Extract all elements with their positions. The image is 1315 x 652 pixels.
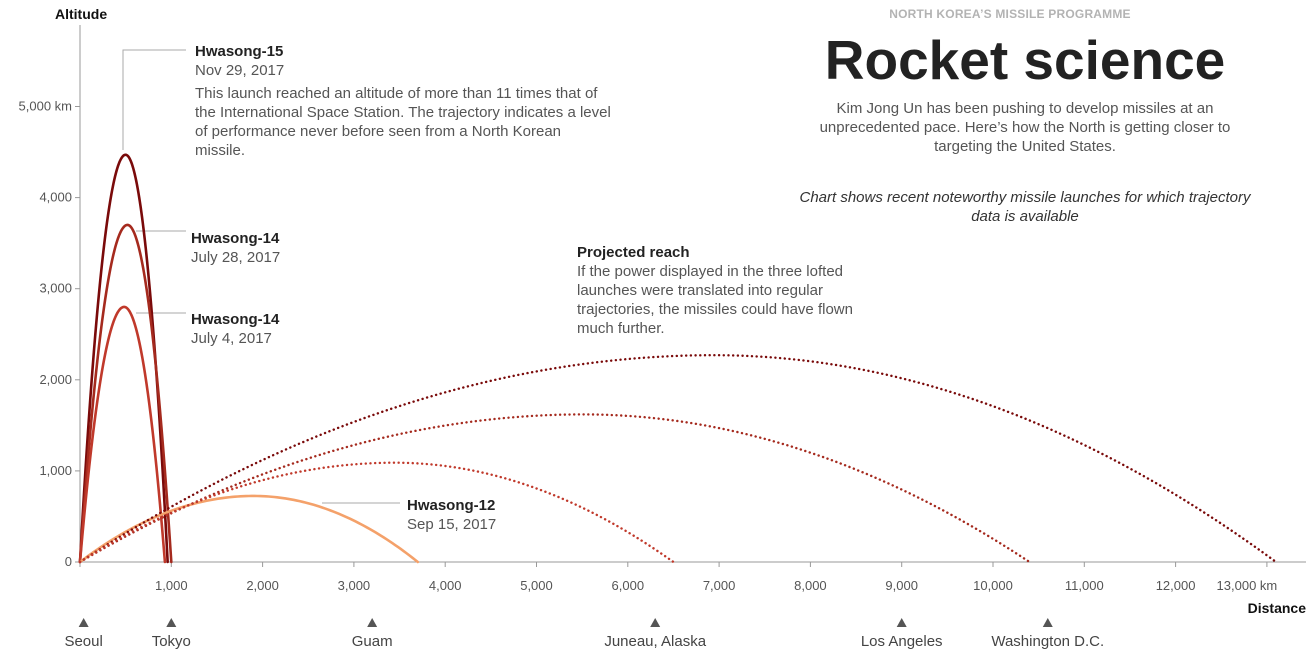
place-marker-icon	[650, 618, 661, 627]
annotation-date: July 4, 2017	[191, 330, 272, 347]
x-tick-label: 6,000	[612, 578, 645, 593]
trajectory-hwasong-14-1	[78, 223, 173, 564]
annotation-date: Nov 29, 2017	[195, 62, 285, 79]
annotation-hwasong-15: Hwasong-15 Nov 29, 2017 This launch reac…	[195, 42, 615, 160]
annotation-hwasong-14-july28: Hwasong-14 July 28, 2017	[191, 229, 280, 267]
annotation-date: July 28, 2017	[191, 249, 281, 266]
y-tick-label: 3,000	[39, 281, 72, 296]
x-tick-label: 4,000	[429, 578, 462, 593]
annotation-title: Hwasong-14	[191, 311, 280, 328]
series-group	[78, 153, 1278, 564]
place-marker-icon	[78, 618, 89, 627]
x-tick-label: 1,000	[155, 578, 188, 593]
y-tick-label: 1,000	[39, 463, 72, 478]
y-axis-title: Altitude	[55, 6, 108, 22]
place-label: Los Angeles	[861, 633, 943, 650]
x-tick-label: 2,000	[246, 578, 279, 593]
leader-hwasong-15	[122, 49, 186, 150]
axis-group: 0 1,000 2,000 3,000 4,000 5,000 km 1,000 2,000 3…	[19, 25, 1306, 593]
annotation-hwasong-12: Hwasong-12 Sep 15, 2017	[407, 496, 496, 534]
annotation-title: Hwasong-14	[191, 230, 280, 247]
annotation-title: Projected reach	[577, 244, 690, 261]
place-label: Juneau, Alaska	[604, 633, 706, 650]
x-axis-title: Distance	[1247, 600, 1306, 616]
place-label: Guam	[352, 633, 393, 650]
kicker: NORTH KOREA’S MISSILE PROGRAMME	[889, 7, 1131, 21]
y-tick-label: 0	[65, 554, 72, 569]
annotation-hwasong-14-july4: Hwasong-14 July 4, 2017	[191, 310, 279, 348]
place-label: Tokyo	[152, 633, 191, 650]
x-tick-label: 10,000	[973, 578, 1013, 593]
place-marker-icon	[1042, 618, 1053, 627]
annotation-date: Sep 15, 2017	[407, 516, 497, 533]
trajectory-hwasong-12-3	[78, 494, 420, 564]
annotation-title: Hwasong-12	[407, 497, 496, 514]
x-tick-label: 5,000	[520, 578, 553, 593]
projected-trajectory-hwasong-15-4	[78, 354, 1278, 564]
page-title: Rocket science	[824, 29, 1226, 91]
annotation-projected-reach: Projected reach If the power displayed i…	[577, 243, 867, 338]
place-marker-icon	[367, 618, 378, 627]
projected-trajectory-hwasong-14-5	[78, 413, 1031, 564]
y-tick-label: 2,000	[39, 372, 72, 387]
trajectory-hwasong-14-2	[78, 305, 167, 564]
y-tick-label: 5,000 km	[19, 99, 72, 114]
place-marker-icon	[166, 618, 177, 627]
annotation-text: If the power displayed in the three loft…	[577, 263, 853, 337]
annotation-text: This launch reached an altitude of more …	[195, 85, 611, 159]
chart-note: Chart shows recent noteworthy missile la…	[799, 189, 1251, 225]
x-tick-label: 12,000	[1156, 578, 1196, 593]
projected-trajectory-hwasong-14-6	[78, 461, 675, 564]
x-tick-label: 13,000 km	[1217, 578, 1278, 593]
annotation-title: Hwasong-15	[195, 43, 284, 60]
x-tick-label: 9,000	[885, 578, 918, 593]
x-tick-label: 11,000	[1065, 578, 1104, 593]
y-tick-label: 4,000	[39, 190, 72, 205]
x-tick-label: 3,000	[338, 578, 371, 593]
place-label: Seoul	[64, 633, 102, 650]
x-tick-label: 8,000	[794, 578, 827, 593]
subtitle: Kim Jong Un has been pushing to develop …	[819, 100, 1231, 155]
places-group: Seoul Tokyo Guam Juneau, Alaska Los Angeles W…	[64, 618, 1104, 650]
x-tick-label: 7,000	[703, 578, 736, 593]
place-marker-icon	[896, 618, 907, 627]
place-label: Washington D.C.	[991, 633, 1104, 650]
